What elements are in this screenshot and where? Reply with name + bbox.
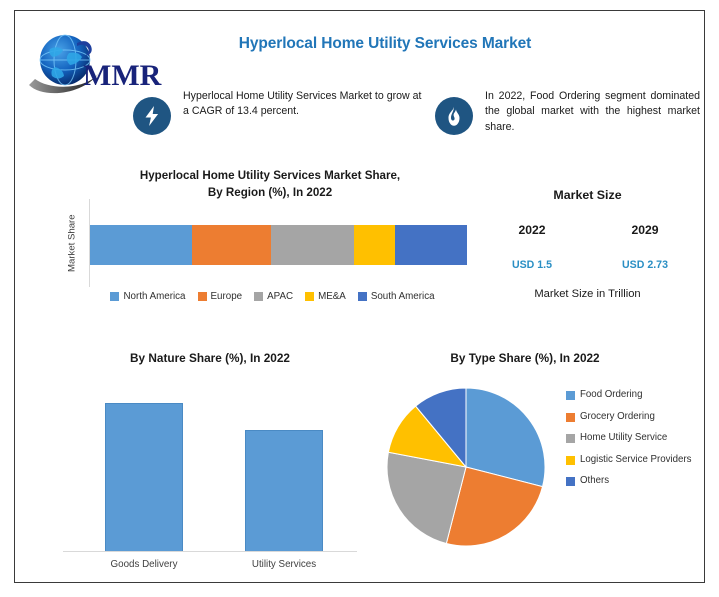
legend-swatch-icon [566, 391, 575, 400]
type-legend-label: Home Utility Service [580, 432, 668, 444]
pie-slice-food-ordering [465, 387, 546, 488]
mmr-logo: MMR [25, 29, 175, 101]
legend-swatch-icon [566, 455, 575, 465]
infographic-canvas: MMR Hyperlocal Home Utility Services Mar… [14, 10, 705, 583]
market-size-value-2022: USD 1.5 [511, 259, 553, 271]
region-legend-label: APAC [267, 291, 294, 302]
lightning-bolt-icon [133, 97, 171, 135]
svg-text:MMR: MMR [83, 59, 162, 92]
nature-chart-plot [63, 389, 353, 552]
region-legend-item: North America [110, 291, 186, 302]
type-legend-item: Grocery Ordering [566, 411, 706, 424]
nature-bar-column-1 [245, 389, 323, 552]
nature-chart-xtick-1: Utility Services [251, 559, 317, 570]
legend-swatch-icon [566, 477, 575, 487]
type-legend-label: Logistic Service Providers [580, 453, 692, 465]
fact-food-ordering-text: In 2022, Food Ordering segment dominated… [485, 90, 700, 133]
legend-swatch-icon [357, 292, 367, 301]
nature-chart-xtick-0: Goods Delivery [110, 559, 178, 570]
nature-bar-utility-services [245, 429, 323, 552]
region-chart-y-axis-label: Market Share [66, 214, 78, 272]
nature-bar-column-0 [105, 389, 183, 552]
pie-slice-grocery-ordering [445, 466, 544, 547]
legend-swatch-icon [110, 292, 120, 301]
region-chart-title: Hyperlocal Home Utility Services Market … [70, 167, 470, 202]
type-pie-svg [386, 387, 546, 547]
region-chart-title-line2: By Region (%), In 2022 [207, 186, 333, 200]
type-legend-label: Grocery Ordering [580, 410, 655, 422]
region-chart-axis-line [89, 199, 90, 287]
pie-slice-others [414, 387, 467, 469]
market-size-year-2029: 2029 [631, 223, 659, 237]
globe-swoosh-logo-icon: MMR [29, 34, 162, 94]
market-size-year-2022: 2022 [518, 223, 546, 237]
region-segment-south-america [395, 225, 467, 265]
type-pie-chart [386, 387, 546, 547]
region-legend-item: Europe [197, 291, 243, 302]
region-legend-label: Europe [210, 291, 243, 302]
region-legend-label: South America [370, 291, 435, 302]
region-legend-item: South America [357, 291, 435, 302]
fact-cagr-text: Hyperlocal Home Utility Services Market … [183, 90, 422, 118]
page-title: Hyperlocal Home Utility Services Market [238, 35, 532, 52]
type-chart-title: By Type Share (%), In 2022 [450, 351, 600, 365]
region-segment-apac [270, 225, 354, 265]
market-size-footnote: Market Size in Trillion [534, 288, 641, 300]
legend-swatch-icon [566, 412, 575, 422]
region-segment-north-america [90, 225, 192, 265]
legend-swatch-icon [254, 292, 264, 301]
region-stacked-bar [90, 225, 467, 265]
type-chart-legend: Food Ordering Grocery Ordering Home Utilit… [566, 389, 706, 497]
region-segment-europe [191, 225, 271, 265]
market-size-value-2029: USD 2.73 [622, 259, 668, 271]
fact-cagr: Hyperlocal Home Utility Services Market … [133, 89, 423, 135]
region-chart-legend: North America Europe APAC ME&A South America [75, 291, 470, 302]
market-size-title: Market Size [553, 188, 622, 202]
type-legend-item: Others [566, 475, 706, 488]
legend-swatch-icon [305, 292, 315, 301]
legend-swatch-icon [197, 292, 207, 301]
flame-icon [435, 97, 473, 135]
fact-food-ordering: In 2022, Food Ordering segment dominated… [435, 89, 700, 135]
region-legend-label: ME&A [318, 291, 346, 302]
type-legend-label: Food Ordering [580, 389, 643, 400]
nature-chart-title: By Nature Share (%), In 2022 [130, 351, 290, 365]
region-legend-label: North America [123, 291, 186, 302]
pie-slice-home-utility-service [386, 451, 467, 545]
legend-swatch-icon [566, 434, 575, 444]
nature-chart-baseline [63, 551, 357, 552]
region-chart-title-line1: Hyperlocal Home Utility Services Market … [139, 169, 401, 182]
region-legend-item: ME&A [305, 291, 346, 302]
region-legend-item: APAC [254, 291, 293, 302]
nature-bar-goods-delivery [105, 402, 183, 552]
type-legend-label: Others [580, 475, 610, 487]
type-legend-item: Logistic Service Providers [566, 454, 706, 467]
type-legend-item: Food Ordering [566, 389, 706, 402]
type-legend-item: Home Utility Service [566, 432, 706, 445]
region-segment-me-a [353, 225, 396, 265]
